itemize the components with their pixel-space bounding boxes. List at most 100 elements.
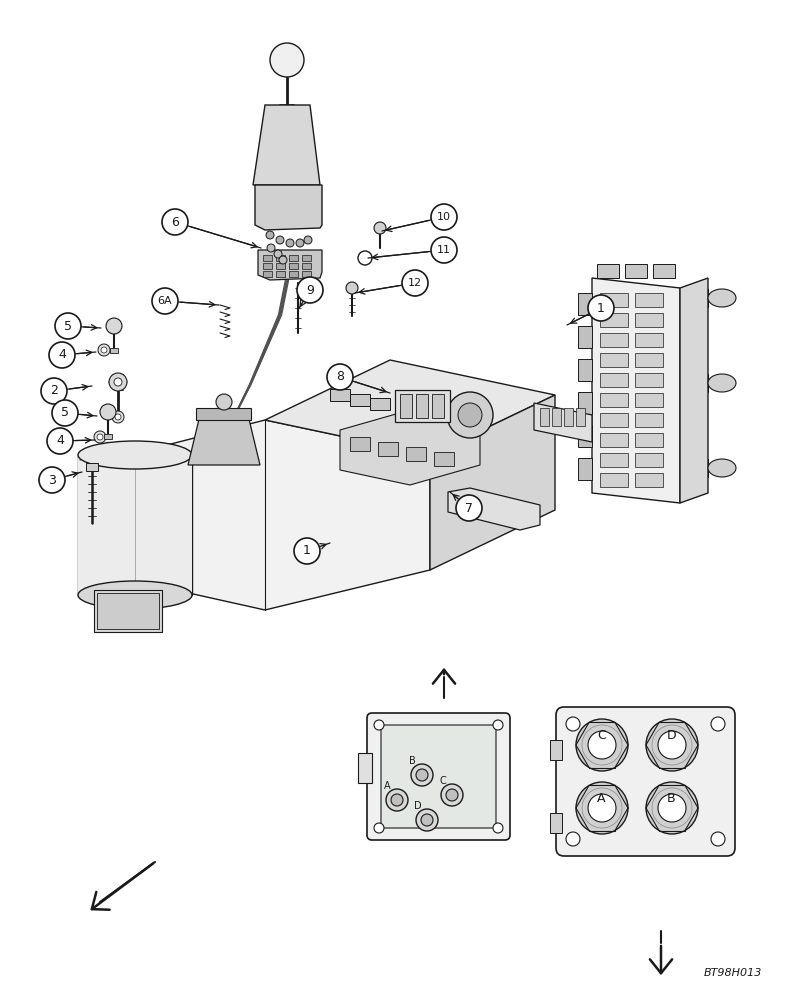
Circle shape [588, 731, 616, 759]
Bar [434, 452, 454, 466]
FancyBboxPatch shape [367, 713, 510, 840]
Circle shape [276, 236, 284, 244]
Circle shape [94, 431, 106, 443]
Circle shape [416, 769, 428, 781]
Circle shape [286, 239, 294, 247]
Circle shape [374, 720, 384, 730]
Circle shape [374, 222, 386, 234]
Text: 3: 3 [48, 474, 56, 487]
Circle shape [576, 782, 628, 834]
Circle shape [441, 784, 463, 806]
Text: 7: 7 [465, 502, 473, 514]
Text: 1: 1 [303, 544, 311, 558]
Circle shape [658, 731, 686, 759]
Bar [302, 255, 311, 261]
Ellipse shape [708, 289, 736, 307]
Bar [625, 264, 647, 278]
Bar [276, 271, 285, 277]
Circle shape [41, 378, 67, 404]
Polygon shape [108, 420, 430, 610]
Bar [635, 473, 663, 487]
Text: D: D [414, 801, 421, 811]
Circle shape [493, 720, 503, 730]
Polygon shape [265, 360, 555, 455]
Text: 6: 6 [171, 216, 179, 229]
Circle shape [588, 295, 614, 321]
Bar [600, 413, 628, 427]
Ellipse shape [78, 581, 192, 609]
Circle shape [162, 209, 188, 235]
Circle shape [327, 364, 353, 390]
Circle shape [52, 400, 78, 426]
Bar [635, 313, 663, 327]
Circle shape [296, 239, 304, 247]
Circle shape [456, 495, 482, 521]
Bar [302, 263, 311, 269]
Circle shape [55, 313, 81, 339]
Bar [302, 271, 311, 277]
Circle shape [416, 809, 438, 831]
Circle shape [386, 789, 408, 811]
Bar [263, 271, 272, 277]
Circle shape [270, 43, 304, 77]
Circle shape [39, 467, 65, 493]
Circle shape [566, 832, 580, 846]
Circle shape [49, 342, 75, 368]
Bar [540, 408, 549, 426]
Circle shape [115, 414, 121, 420]
Circle shape [646, 719, 698, 771]
Bar [635, 373, 663, 387]
Circle shape [304, 236, 312, 244]
Text: C: C [439, 776, 446, 786]
Bar [635, 433, 663, 447]
Text: 10: 10 [437, 212, 451, 222]
Text: 4: 4 [58, 349, 66, 361]
Text: D: D [667, 729, 676, 742]
Bar [358, 753, 372, 783]
Text: 1: 1 [597, 302, 605, 314]
Polygon shape [448, 488, 540, 530]
Circle shape [109, 373, 127, 391]
Circle shape [152, 288, 178, 314]
Circle shape [411, 764, 433, 786]
Circle shape [346, 282, 358, 294]
Bar [600, 333, 628, 347]
Bar [635, 333, 663, 347]
Text: A: A [384, 781, 390, 791]
Text: 12: 12 [408, 278, 422, 288]
Circle shape [101, 347, 107, 353]
Polygon shape [340, 410, 480, 485]
Bar [289, 255, 298, 261]
Text: B: B [667, 792, 676, 805]
Circle shape [576, 719, 628, 771]
Bar [110, 348, 118, 353]
Bar [350, 394, 370, 406]
Polygon shape [534, 403, 592, 442]
Bar [635, 393, 663, 407]
Bar [263, 255, 272, 261]
Circle shape [658, 794, 686, 822]
Bar [289, 263, 298, 269]
Bar [416, 394, 428, 418]
Circle shape [294, 538, 320, 564]
Bar [635, 413, 663, 427]
Bar [600, 433, 628, 447]
Circle shape [588, 794, 616, 822]
Ellipse shape [708, 459, 736, 477]
Circle shape [421, 814, 433, 826]
Bar [97, 593, 159, 629]
Bar [330, 389, 350, 401]
Bar [600, 353, 628, 367]
Bar [576, 408, 585, 426]
Bar [635, 353, 663, 367]
Polygon shape [430, 395, 555, 570]
Text: C: C [597, 729, 606, 742]
Bar [600, 293, 628, 307]
Bar [395, 390, 450, 422]
Bar [578, 458, 592, 480]
Bar [86, 463, 98, 471]
Polygon shape [188, 415, 260, 465]
Bar [276, 255, 285, 261]
Circle shape [493, 823, 503, 833]
Text: A: A [597, 792, 606, 805]
